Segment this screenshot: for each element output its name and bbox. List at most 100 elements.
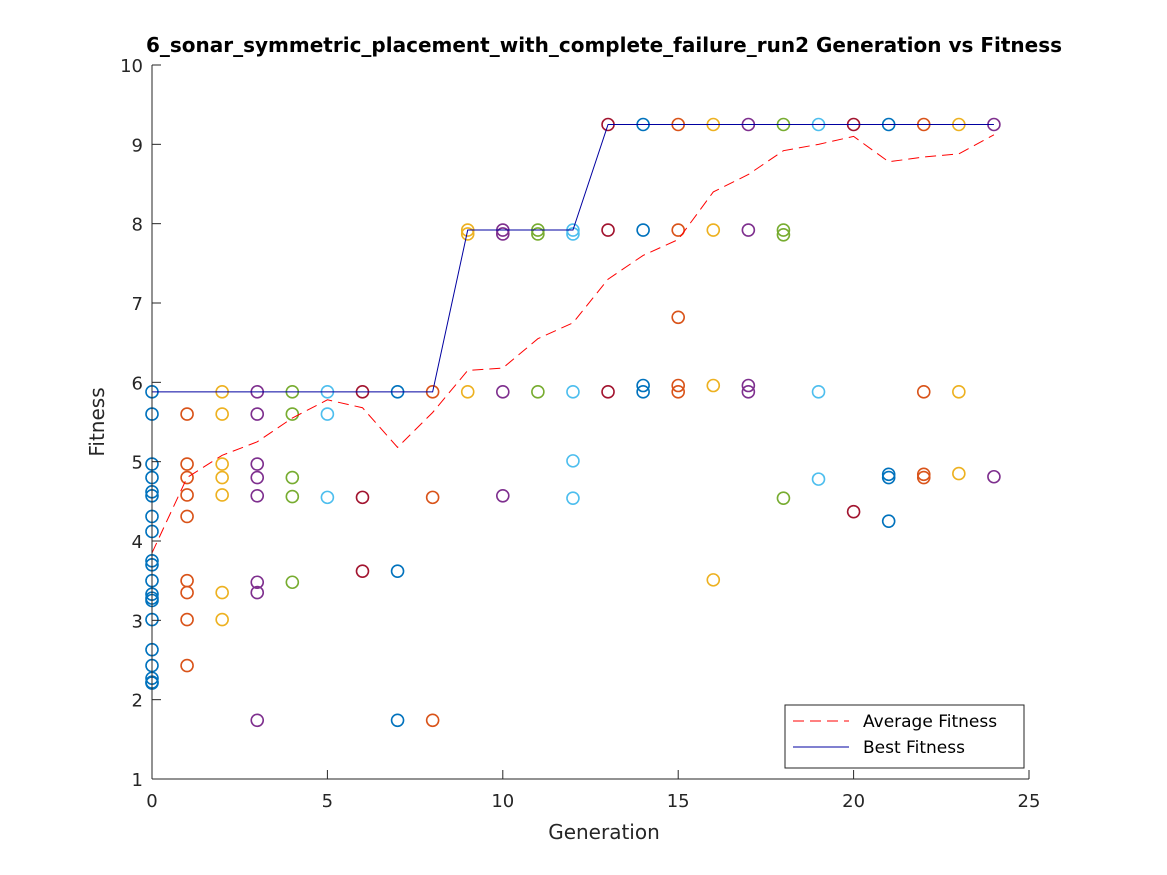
population-point <box>180 470 194 485</box>
population-point <box>566 227 580 241</box>
population-point <box>285 489 300 504</box>
average-fitness-line <box>151 134 995 554</box>
x-tick-label: 10 <box>491 791 514 812</box>
population-point <box>320 490 335 505</box>
population-point <box>355 490 370 505</box>
legend: Average Fitness Best Fitness <box>784 704 1025 769</box>
population-point <box>250 713 265 728</box>
population-point <box>566 454 580 468</box>
y-tick-label: 10 <box>120 56 143 77</box>
population-point <box>636 378 650 393</box>
population-point <box>460 385 475 399</box>
population-point <box>846 504 861 519</box>
population-point <box>250 585 265 600</box>
axes <box>151 65 1029 780</box>
y-tick-label: 3 <box>132 611 143 632</box>
population-point <box>566 385 580 399</box>
population-point <box>916 470 931 485</box>
population-point <box>215 585 229 600</box>
y-ticks: 1 2 3 4 5 6 7 8 9 10 <box>120 56 161 791</box>
population-point <box>566 491 580 505</box>
population-point <box>180 612 194 627</box>
population-point <box>285 407 300 421</box>
population-point <box>495 488 510 503</box>
population-point <box>671 378 686 393</box>
population-point <box>811 385 826 399</box>
population-point <box>460 227 475 241</box>
population-point <box>776 491 791 505</box>
series-lines <box>151 124 995 554</box>
population-point <box>250 488 265 503</box>
population-point <box>987 469 1001 484</box>
population-point <box>741 385 756 399</box>
legend-best-label: Best Fitness <box>863 738 965 758</box>
population-point <box>425 490 440 505</box>
y-tick-label: 5 <box>132 453 143 474</box>
y-tick-label: 1 <box>132 770 143 791</box>
legend-average-label: Average Fitness <box>863 712 997 732</box>
population-point <box>881 514 896 528</box>
population-point <box>601 385 615 399</box>
x-tick-label: 15 <box>667 791 690 812</box>
population-point <box>390 564 405 578</box>
y-tick-label: 6 <box>132 373 143 394</box>
population-point <box>952 385 966 399</box>
population-point <box>285 575 300 590</box>
population-point <box>180 585 194 600</box>
population-point <box>180 658 194 673</box>
y-tick-label: 7 <box>132 294 143 315</box>
best-fitness-line <box>152 124 994 393</box>
population-point <box>881 470 896 485</box>
population-point <box>706 223 721 237</box>
population-point <box>215 612 229 627</box>
population-point <box>531 385 545 399</box>
population-point <box>250 407 265 421</box>
population-point <box>320 407 335 421</box>
population-point <box>495 385 510 399</box>
y-tick-label: 2 <box>132 691 143 712</box>
population-point <box>180 488 194 502</box>
population-point <box>671 223 686 237</box>
population-point <box>601 223 615 237</box>
population-point <box>495 227 510 241</box>
plot-area <box>152 65 1029 779</box>
population-point <box>285 470 300 485</box>
population-point <box>390 713 405 728</box>
population-point <box>180 457 194 471</box>
population-point <box>671 310 686 325</box>
y-tick-label: 4 <box>132 532 143 553</box>
population-point <box>215 457 229 471</box>
x-axis-label: Generation <box>548 820 660 844</box>
y-tick-label: 9 <box>132 135 143 156</box>
population-point <box>706 378 721 393</box>
population-point <box>916 385 931 399</box>
population-point <box>671 385 686 399</box>
population-point <box>215 407 229 421</box>
population-point <box>215 470 229 485</box>
population-point <box>776 227 791 242</box>
population-point <box>180 407 194 421</box>
chart-title: 6_sonar_symmetric_placement_with_complet… <box>146 33 1062 57</box>
population-point <box>952 466 966 481</box>
population-point <box>250 575 265 590</box>
x-tick-label: 20 <box>842 791 865 812</box>
population-point <box>250 470 265 485</box>
population-point <box>811 472 826 486</box>
x-ticks: 0 5 10 15 20 25 <box>146 770 1040 812</box>
population-point <box>636 223 650 237</box>
population-point <box>215 488 229 502</box>
population-point <box>355 564 370 578</box>
y-axis-label: Fitness <box>85 387 109 456</box>
x-tick-label: 0 <box>146 791 157 812</box>
x-tick-label: 5 <box>322 791 333 812</box>
population-point <box>706 573 721 587</box>
population-point <box>741 378 756 393</box>
x-tick-label: 25 <box>1018 791 1041 812</box>
population-point <box>741 223 756 237</box>
population-point <box>250 457 265 471</box>
population-point <box>636 385 650 399</box>
population-point <box>180 509 194 524</box>
population-point <box>531 227 545 241</box>
population-point <box>776 223 791 237</box>
